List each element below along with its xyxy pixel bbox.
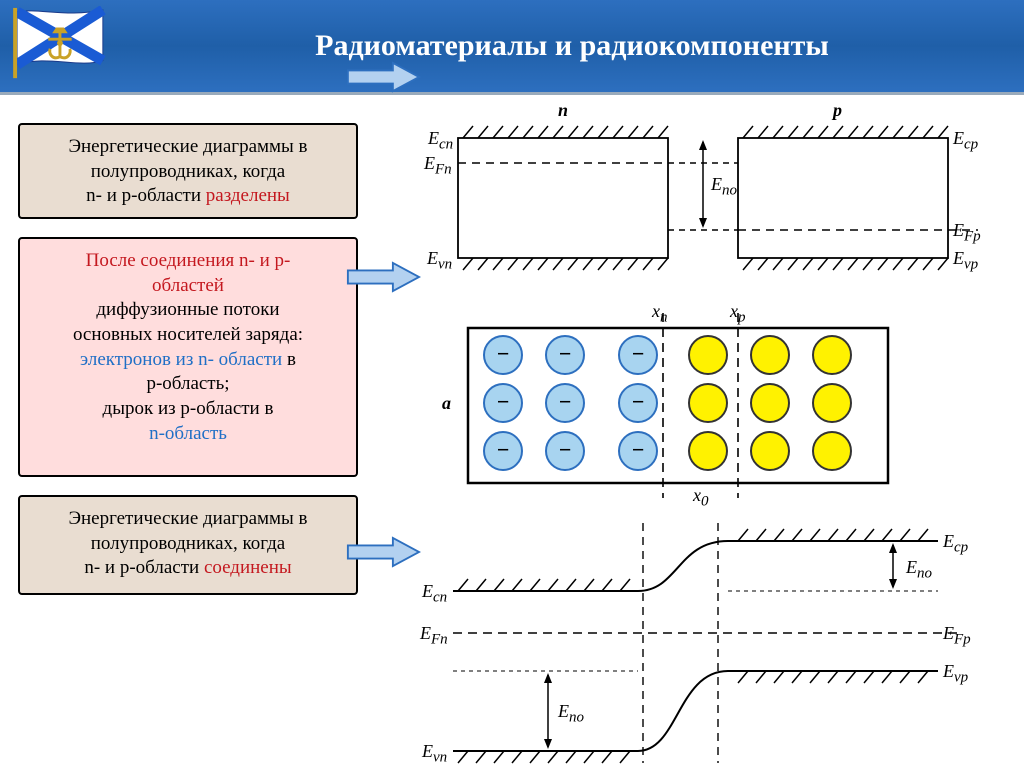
lbl-Epo3: Eпо <box>558 701 584 727</box>
textbox-junction: После соединения n- и p- областей диффуз… <box>18 237 358 477</box>
tb1-line2: полупроводниках, когда <box>32 160 344 185</box>
svg-text:−: − <box>632 341 645 366</box>
lbl-EFn: EFn <box>424 153 452 179</box>
tb3-line1: Энергетические диаграммы в <box>32 507 344 532</box>
naval-flag-icon <box>8 6 108 84</box>
svg-text:−: − <box>497 341 510 366</box>
lbl-Epo2: Eпо <box>906 557 932 583</box>
svg-text:−: − <box>632 389 645 414</box>
tb3-line2: полупроводниках, когда <box>32 532 344 557</box>
lbl-x0: x0 <box>693 485 709 511</box>
slide-header: Радиоматериалы и радиокомпоненты <box>0 0 1024 95</box>
lbl-xp: xp <box>730 301 746 327</box>
tb3-line3: n- и p-области соединены <box>32 556 344 581</box>
lbl-EFp2: EFp <box>943 623 971 649</box>
arrow-1-icon <box>346 60 421 94</box>
lbl-EFn2: EFn <box>420 623 448 649</box>
right-column: n p Ecn EFn Evn Eпо Ecp EFp Evp −−−−−− −… <box>368 123 1014 595</box>
svg-text:−: − <box>559 341 572 366</box>
svg-text:−: − <box>632 437 645 462</box>
tb2-l1b: областей <box>32 274 344 299</box>
tb2-l4: электронов из n- области в <box>32 348 344 373</box>
lbl-Evp2: Evp <box>943 661 968 687</box>
textbox-separated: Энергетические диаграммы в полупроводник… <box>18 123 358 219</box>
textbox-joined: Энергетические диаграммы в полупроводник… <box>18 495 358 595</box>
tb2-l6: дырок из p-области в <box>32 397 344 422</box>
lbl-Ecn2: Ecn <box>422 581 447 607</box>
svg-text:−: − <box>559 437 572 462</box>
tb2-l5: p-область; <box>32 372 344 397</box>
lbl-Evn2: Evn <box>422 741 447 767</box>
tb2-l1: После соединения n- и p- <box>32 249 344 274</box>
lbl-Ecp: Ecp <box>953 128 978 154</box>
lbl-Evp: Evp <box>953 248 978 274</box>
diagram-separated: n p Ecn EFn Evn Eпо Ecp EFp Evp <box>423 108 983 278</box>
lbl-Evn: Evn <box>427 248 452 274</box>
lbl-EFp: EFp <box>953 220 981 246</box>
lbl-a: а <box>442 393 451 414</box>
svg-text:−: − <box>497 437 510 462</box>
lbl-xn: xn <box>652 301 668 327</box>
lbl-Ecn: Ecn <box>428 128 453 154</box>
diagram-junction: −−−−−− −−− а xn xp x0 <box>438 303 918 503</box>
tb2-l3: основных носителей заряда: <box>32 323 344 348</box>
tb1-line3: n- и p-области разделены <box>32 184 344 209</box>
lbl-Epo: Eпо <box>711 174 737 200</box>
diagram-joined: Ecn EFn Evn Ecp EFp Evp Eпо Eпо <box>418 523 988 773</box>
page-title: Радиоматериалы и радиокомпоненты <box>120 29 1024 63</box>
tb1-line1: Энергетические диаграммы в <box>32 135 344 160</box>
left-column: Энергетические диаграммы в полупроводник… <box>18 123 358 595</box>
tb2-l7: n-область <box>32 422 344 447</box>
tb2-l2: диффузионные потоки <box>32 298 344 323</box>
lbl-p: p <box>833 100 842 121</box>
lbl-Ecp2: Ecp <box>943 531 968 557</box>
svg-text:−: − <box>559 389 572 414</box>
lbl-n: n <box>558 100 568 121</box>
svg-text:−: − <box>497 389 510 414</box>
